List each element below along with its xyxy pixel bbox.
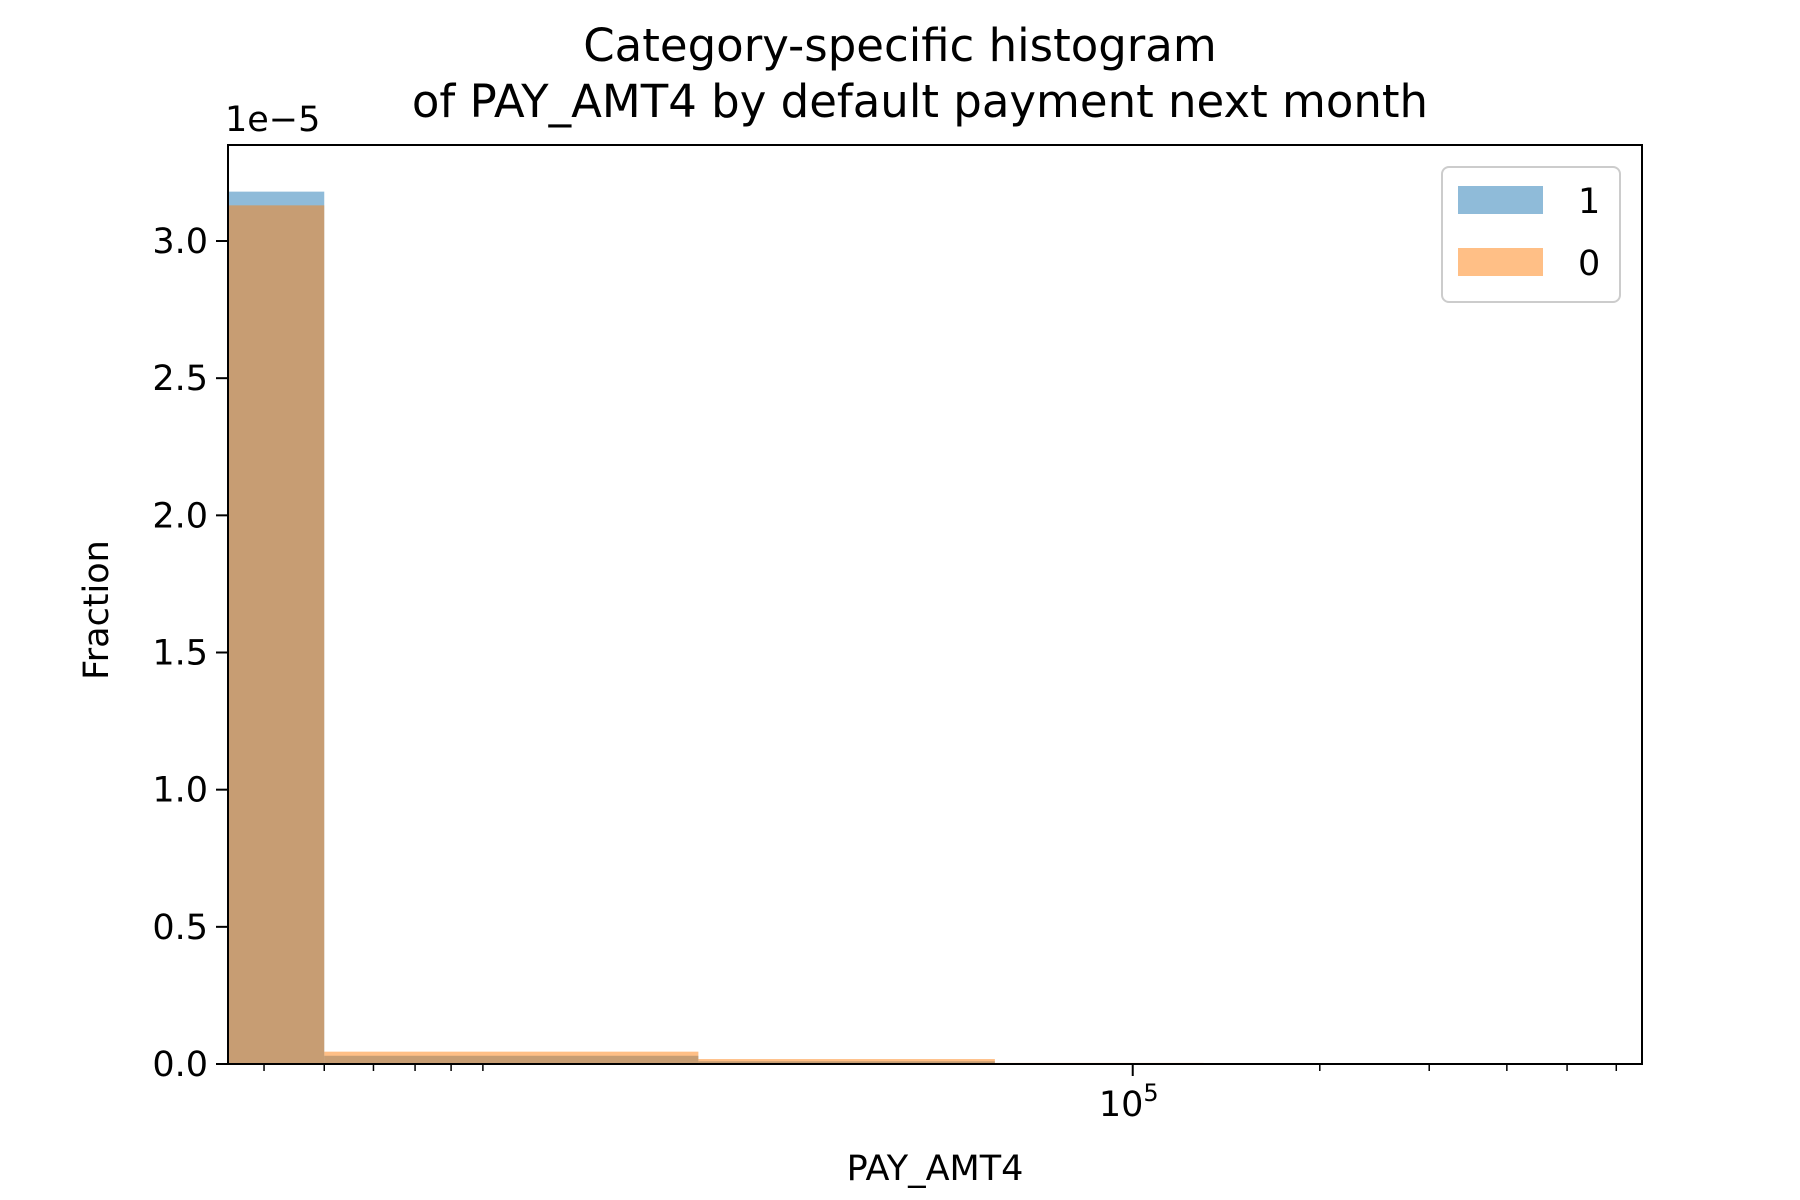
- legend-label-1: 1: [1578, 182, 1600, 222]
- y-tick-label: 1.5: [152, 634, 208, 674]
- chart-title-line-2: of PAY_AMT4 by default payment next mont…: [412, 75, 1428, 128]
- y-axis-label: Fraction: [77, 540, 117, 680]
- y-tick-label: 3.0: [152, 222, 208, 262]
- y-tick-label: 1.0: [152, 771, 208, 811]
- x-axis-label: PAY_AMT4: [847, 1149, 1024, 1189]
- legend: 1 0: [1441, 166, 1621, 303]
- legend-swatch-0: [1458, 248, 1543, 276]
- y-tick-label: 0.5: [152, 908, 208, 948]
- y-axis: 0.0 0.5 1.0 1.5 2.0 2.5 3.0: [152, 222, 228, 1085]
- bar-series-0-bin-1: [324, 1051, 699, 1064]
- y-tick-label: 0.0: [152, 1045, 208, 1085]
- histogram-bars: [228, 191, 1204, 1065]
- bar-series-0-bin-2: [698, 1059, 995, 1064]
- chart-title-line-1: Category-specific histogram: [583, 19, 1216, 72]
- y-offset-label: 1e−5: [225, 100, 320, 140]
- y-tick-label: 2.5: [152, 359, 208, 399]
- legend-label-0: 0: [1578, 244, 1600, 284]
- legend-swatch-1: [1458, 186, 1543, 214]
- bar-series-0-bin-0: [228, 205, 325, 1064]
- plot-frame: [227, 144, 1643, 1065]
- y-tick-label: 2.0: [152, 496, 208, 536]
